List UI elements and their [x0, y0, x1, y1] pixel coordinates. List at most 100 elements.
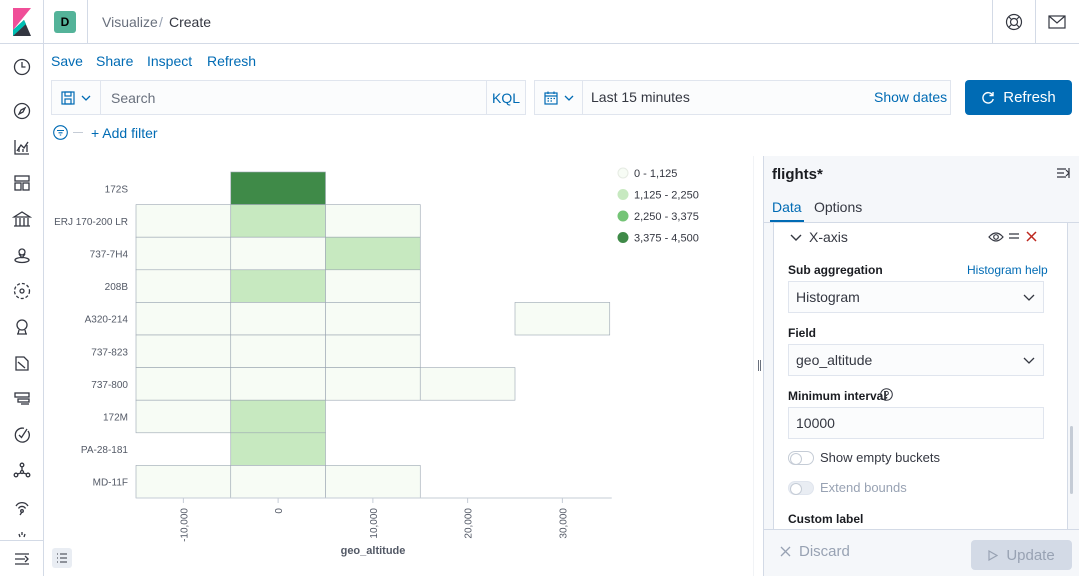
- heatmap-cell[interactable]: [325, 236, 421, 271]
- heatmap-cell[interactable]: [325, 269, 421, 303]
- refresh-link[interactable]: Refresh: [207, 53, 257, 69]
- histogram-help-link[interactable]: Histogram help: [967, 263, 1048, 277]
- heatmap-cell[interactable]: [325, 465, 421, 499]
- update-button[interactable]: Update: [971, 540, 1072, 570]
- space-avatar[interactable]: D: [54, 11, 76, 33]
- collapse-panel-icon[interactable]: [1056, 167, 1071, 179]
- heatmap-cell[interactable]: [419, 367, 516, 401]
- heatmap-cell[interactable]: [230, 367, 326, 401]
- show-dates-link[interactable]: Show dates: [874, 89, 948, 105]
- heatmap-cell[interactable]: [135, 269, 232, 303]
- discard-button[interactable]: Discard: [780, 543, 850, 560]
- heatmap-cell[interactable]: [230, 171, 326, 205]
- field-select[interactable]: geo_altitude: [788, 344, 1044, 376]
- y-tick-label: 208B: [105, 282, 129, 293]
- heatmap-cell[interactable]: [135, 465, 232, 499]
- clock-icon[interactable]: [12, 57, 32, 77]
- legend-label[interactable]: 0 - 1,125: [634, 168, 677, 180]
- legend-swatch[interactable]: [617, 167, 629, 179]
- legend-swatch[interactable]: [617, 210, 629, 222]
- save-query-icon: [61, 90, 75, 105]
- heatmap-cell[interactable]: [135, 302, 232, 336]
- filter-options-icon[interactable]: [53, 125, 68, 140]
- show-empty-buckets-label: Show empty buckets: [820, 450, 940, 465]
- sub-agg-select[interactable]: Histogram: [788, 281, 1044, 313]
- heatmap-cell[interactable]: [325, 204, 421, 238]
- min-interval-label: Minimum interval: [788, 389, 887, 403]
- heatmap-cell[interactable]: [135, 204, 232, 238]
- save-link[interactable]: Save: [51, 53, 83, 69]
- chevron-down-icon: [81, 95, 91, 101]
- management-icon[interactable]: [12, 529, 32, 539]
- heatmap-cell[interactable]: [325, 334, 421, 368]
- show-empty-buckets-toggle[interactable]: [788, 451, 814, 465]
- saved-query-button[interactable]: [52, 81, 100, 114]
- logs-icon[interactable]: [12, 353, 32, 373]
- time-range-label[interactable]: Last 15 minutes: [591, 89, 690, 105]
- collapse-nav-button[interactable]: [0, 540, 44, 576]
- question-icon[interactable]: [880, 388, 893, 401]
- visualize-icon[interactable]: [12, 137, 32, 157]
- remove-agg-icon[interactable]: [1026, 231, 1037, 242]
- heatmap-cell[interactable]: [325, 367, 421, 401]
- heatmap-cell[interactable]: [135, 367, 232, 401]
- min-interval-input[interactable]: 10000: [788, 407, 1044, 439]
- maps-icon[interactable]: [12, 245, 32, 265]
- kibana-logo[interactable]: [0, 0, 44, 44]
- share-link[interactable]: Share: [96, 53, 134, 69]
- infrastructure-icon[interactable]: [12, 317, 32, 337]
- dashboard-icon[interactable]: [12, 173, 32, 193]
- field-value: geo_altitude: [796, 352, 873, 368]
- resize-handle[interactable]: [753, 156, 763, 576]
- panel-scrollbar[interactable]: [1070, 426, 1073, 494]
- search-input[interactable]: [100, 81, 486, 114]
- heatmap-cell[interactable]: [230, 302, 326, 336]
- heatmap-cell[interactable]: [230, 465, 326, 499]
- mail-icon[interactable]: [1048, 14, 1066, 30]
- legend-label[interactable]: 2,250 - 3,375: [634, 211, 699, 223]
- tab-options[interactable]: Options: [814, 199, 863, 215]
- quick-select-button[interactable]: [535, 81, 583, 114]
- heatmap-cell[interactable]: [514, 302, 611, 336]
- heatmap-cell[interactable]: [230, 399, 326, 434]
- legend-label[interactable]: 1,125 - 2,250: [634, 190, 699, 202]
- help-icon[interactable]: [1005, 13, 1023, 31]
- heatmap-cell[interactable]: [135, 399, 232, 434]
- heatmap-cell[interactable]: [135, 236, 232, 271]
- heatmap-cell[interactable]: [135, 334, 232, 368]
- date-picker: Last 15 minutes Show dates: [534, 80, 951, 115]
- inspect-link[interactable]: Inspect: [147, 53, 193, 69]
- heatmap-cell[interactable]: [230, 334, 326, 368]
- apm-icon[interactable]: [12, 389, 32, 409]
- calendar-icon: [543, 91, 558, 105]
- agg-title[interactable]: X-axis: [809, 229, 848, 245]
- top-header: D Visualize / Create: [44, 0, 1079, 44]
- refresh-button[interactable]: Refresh: [965, 80, 1072, 115]
- graph-icon[interactable]: [12, 461, 32, 481]
- toggle-legend-button[interactable]: [52, 548, 72, 568]
- legend-swatch[interactable]: [617, 232, 629, 243]
- heatmap-cell[interactable]: [230, 236, 326, 271]
- breadcrumb-visualize[interactable]: Visualize: [102, 14, 158, 30]
- legend-label[interactable]: 3,375 - 4,500: [634, 233, 699, 245]
- discover-compass-icon[interactable]: [12, 101, 32, 121]
- heatmap-cell[interactable]: [325, 302, 421, 336]
- update-label: Update: [1006, 546, 1055, 564]
- heatmap-cell[interactable]: [230, 432, 326, 466]
- x-tick-label: 30,000: [558, 508, 569, 539]
- chevron-down-icon[interactable]: [790, 234, 802, 242]
- heatmap-cell[interactable]: [230, 269, 326, 303]
- y-tick-label: MD-11F: [93, 478, 128, 489]
- tab-data[interactable]: Data: [772, 199, 802, 215]
- kql-toggle[interactable]: KQL: [486, 81, 525, 114]
- ml-icon[interactable]: [12, 281, 32, 301]
- eye-icon[interactable]: [988, 231, 1004, 243]
- legend-swatch[interactable]: [617, 189, 629, 200]
- monitoring-icon[interactable]: [12, 497, 32, 517]
- extend-bounds-toggle[interactable]: [788, 481, 814, 495]
- drag-handle-icon[interactable]: [1008, 232, 1020, 240]
- add-filter-button[interactable]: + Add filter: [91, 125, 158, 141]
- heatmap-cell[interactable]: [230, 204, 326, 238]
- uptime-icon[interactable]: [12, 425, 32, 445]
- canvas-icon[interactable]: [11, 209, 33, 229]
